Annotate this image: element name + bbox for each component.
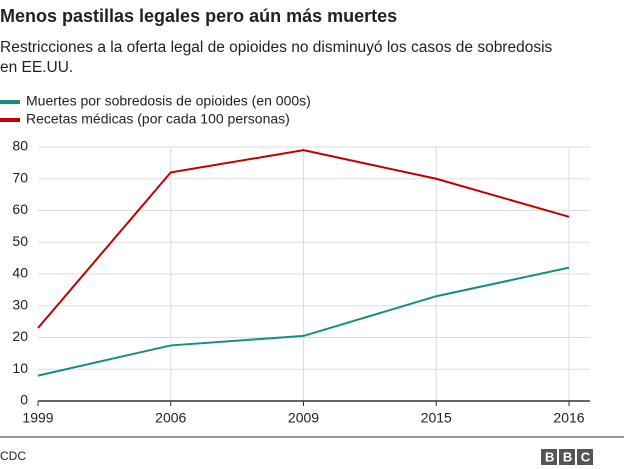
x-tick-label: 2006 [155, 410, 186, 426]
y-tick-label: 70 [12, 169, 28, 185]
y-tick-label: 30 [12, 296, 28, 312]
source: CDC [0, 449, 26, 463]
logo-box [559, 449, 575, 465]
chart-subtitle: Restricciones a la oferta legal de opioi… [0, 39, 553, 76]
y-tick-label: 40 [12, 265, 28, 281]
y-tick-label: 20 [12, 328, 28, 344]
x-tick-label: 2016 [553, 410, 584, 426]
x-tick-label: 2009 [288, 410, 319, 426]
x-tick-label: 1999 [22, 410, 53, 426]
chart-title: Menos pastillas legales pero aún más mue… [0, 6, 398, 26]
series-line [37, 266, 570, 377]
logo-box [577, 449, 593, 465]
x-tick-label: 2015 [421, 410, 452, 426]
legend-label: Muertes por sobredosis de opioides (en 0… [26, 93, 311, 109]
logo-box [541, 449, 557, 465]
y-tick-label: 60 [12, 201, 28, 217]
y-tick-label: 0 [20, 392, 28, 408]
series-line [37, 149, 570, 329]
legend-label: Recetas médicas (por cada 100 personas) [26, 111, 290, 127]
logo: BBC [545, 449, 599, 464]
y-tick-label: 80 [12, 138, 28, 154]
y-tick-label: 10 [12, 360, 28, 376]
y-tick-label: 50 [12, 233, 28, 249]
